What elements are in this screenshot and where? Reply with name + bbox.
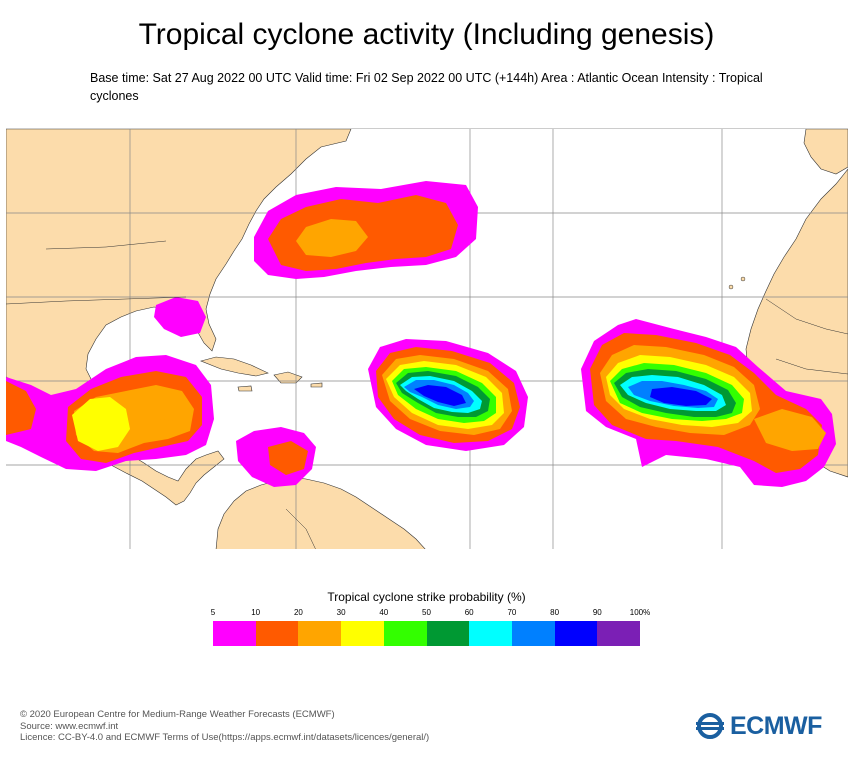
country-borders bbox=[6, 240, 848, 549]
footer-licence: Licence: CC-BY-4.0 and ECMWF Terms of Us… bbox=[20, 732, 430, 743]
legend-tick: 80 bbox=[550, 608, 560, 617]
legend-color-swatch bbox=[341, 621, 384, 646]
legend-color-swatch bbox=[597, 621, 641, 646]
legend-tick: 5 bbox=[210, 608, 216, 617]
probability-area-us-coast bbox=[254, 181, 478, 279]
legend-color-bar bbox=[213, 621, 641, 646]
map-svg bbox=[6, 129, 848, 549]
land-jamaica bbox=[237, 385, 253, 392]
legend-tick: 90 bbox=[592, 608, 602, 617]
legend-color-swatch bbox=[383, 621, 427, 646]
legend-tick: 20 bbox=[293, 608, 303, 617]
legend-title: Tropical cyclone strike probability (%) bbox=[327, 590, 526, 604]
page-subtitle: Base time: Sat 27 Aug 2022 00 UTC Valid … bbox=[90, 71, 763, 103]
legend-color-swatch bbox=[469, 621, 512, 646]
footer-source: Source: www.ecmwf.int bbox=[20, 720, 119, 732]
legend-color-swatch bbox=[255, 621, 299, 646]
land-cuba bbox=[200, 356, 269, 377]
probability-area-central-america bbox=[6, 355, 214, 471]
ecmwf-logo-icon bbox=[696, 713, 724, 739]
legend-color-swatch bbox=[298, 621, 342, 646]
legend-tick: 40 bbox=[379, 608, 389, 617]
probability-area-east-atlantic bbox=[581, 319, 836, 487]
legend-tick: 70 bbox=[507, 608, 517, 617]
legend-tick: 10 bbox=[251, 608, 261, 617]
land-puerto-rico bbox=[310, 382, 323, 388]
ecmwf-logo[interactable]: ECMWF bbox=[694, 711, 834, 741]
legend-tick: 30 bbox=[336, 608, 346, 617]
probability-area-gulf bbox=[154, 297, 206, 337]
legend-color-swatch bbox=[213, 621, 256, 646]
legend-ticks: 5 10 20 30 40 50 60 70 80 90 100% bbox=[210, 608, 650, 620]
legend-color-swatch bbox=[426, 621, 470, 646]
probability-area-central-atlantic bbox=[368, 339, 528, 451]
footer: © 2020 European Centre for Medium-Range … bbox=[20, 709, 429, 744]
ecmwf-logo-text: ECMWF bbox=[730, 711, 822, 740]
probability-area-caribbean bbox=[236, 427, 316, 487]
cyclone-map[interactable] bbox=[6, 128, 848, 549]
land-iberia bbox=[803, 129, 848, 175]
land-south-america bbox=[215, 476, 426, 549]
island-dot bbox=[728, 284, 734, 290]
page-title: Tropical cyclone activity (Including gen… bbox=[138, 18, 715, 51]
footer-copyright: © 2020 European Centre for Medium-Range … bbox=[20, 709, 335, 720]
legend-tick: 50 bbox=[422, 608, 431, 617]
island-dot bbox=[740, 276, 746, 282]
legend-color-swatch bbox=[511, 621, 555, 646]
land-hispaniola bbox=[273, 371, 303, 384]
legend-tick: 60 bbox=[464, 608, 474, 617]
legend-tick: 100% bbox=[629, 608, 651, 617]
legend-color-swatch bbox=[554, 621, 598, 646]
